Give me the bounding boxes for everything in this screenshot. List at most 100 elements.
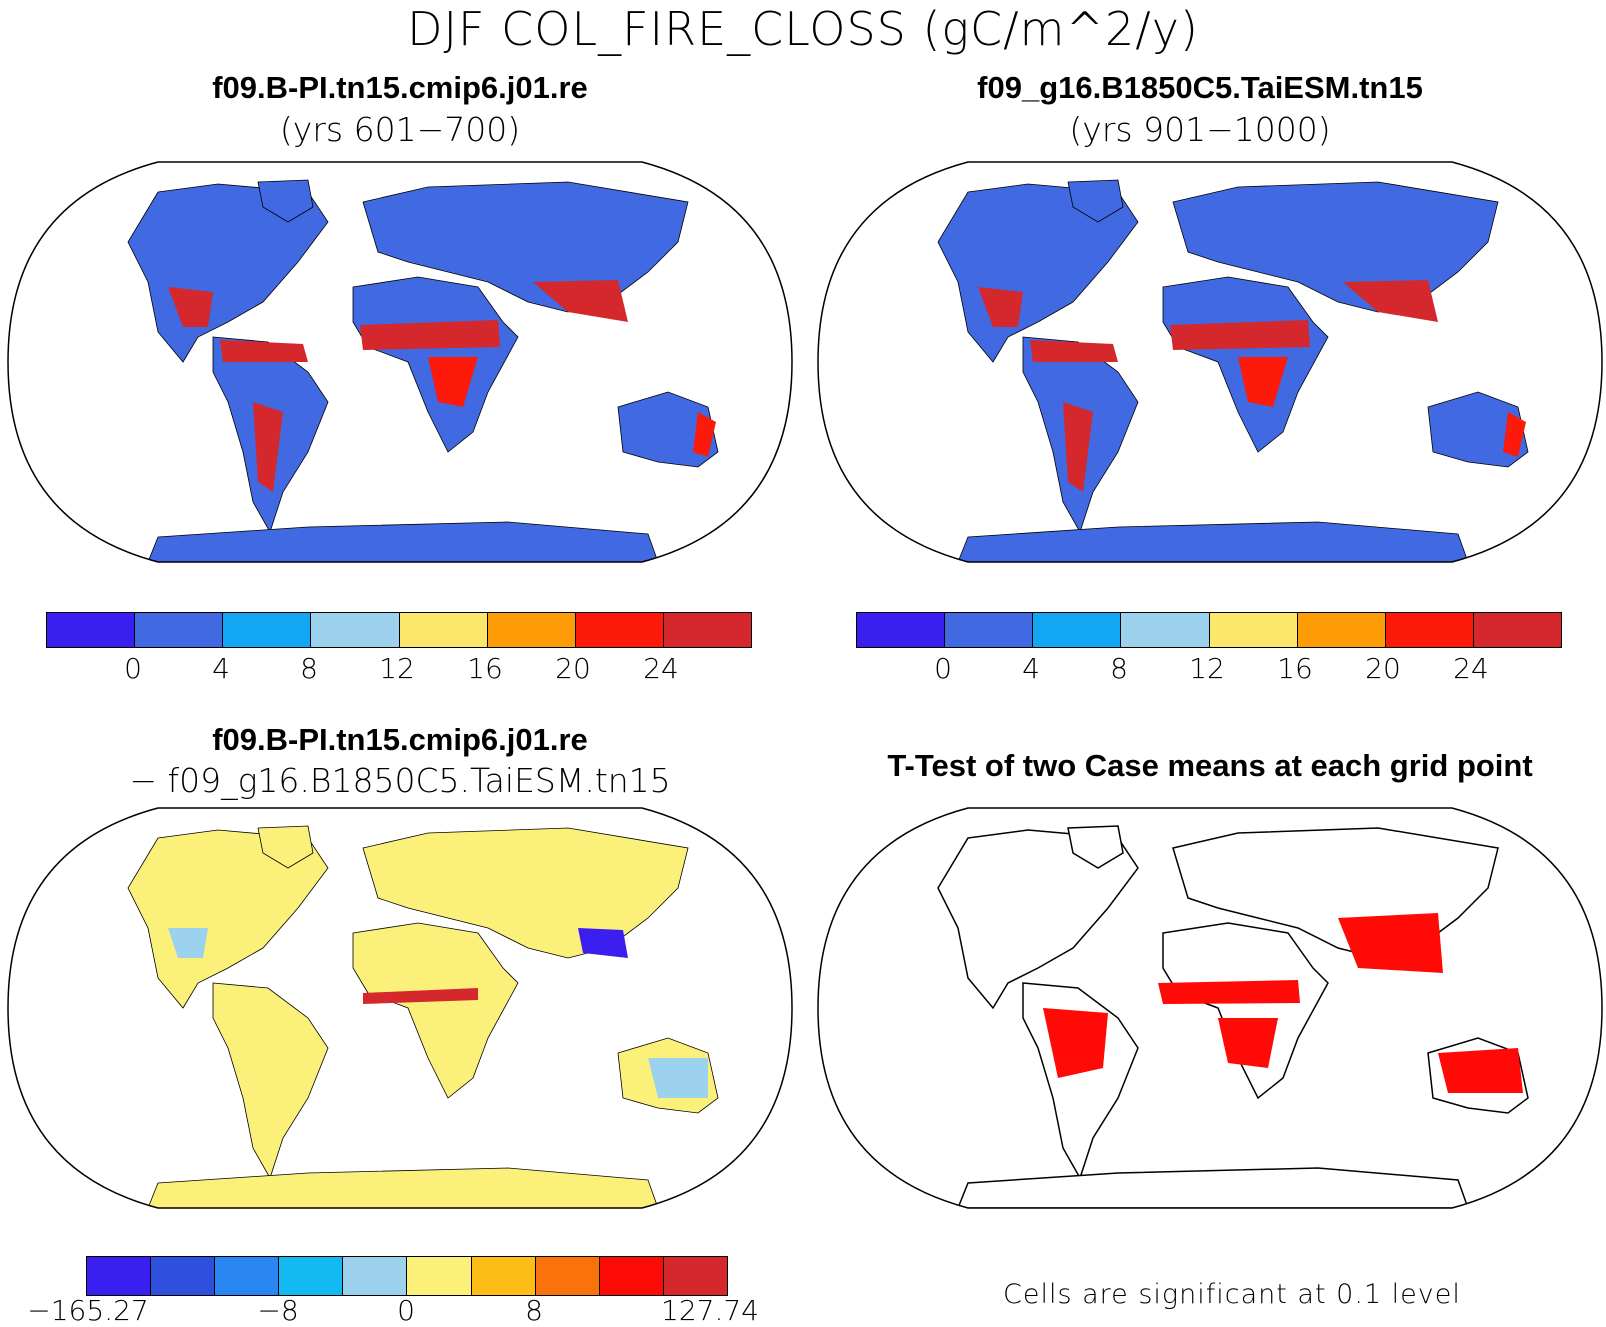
field-region <box>168 287 213 327</box>
colorbar-swatch <box>87 1257 152 1295</box>
significance-note: Cells are significant at 0.1 level <box>1003 1279 1461 1310</box>
colorbar-swatch <box>407 1257 472 1295</box>
cb1-label: 16 <box>467 652 503 685</box>
cb2-label: 12 <box>1189 652 1225 685</box>
field-region <box>428 357 478 407</box>
cb1-label: 0 <box>124 652 142 685</box>
colorbar-swatch <box>1209 613 1298 647</box>
field-region <box>1043 1008 1108 1078</box>
cb2-label: 24 <box>1453 652 1489 685</box>
cb2-label: 0 <box>934 652 952 685</box>
panel-title-bottom-left: f09.B-PI.tn15.cmip6.j01.re <box>212 722 588 757</box>
field-region <box>1343 280 1438 322</box>
cb3-label: 8 <box>525 1294 543 1327</box>
panel-title-bottom-right: T-Test of two Case means at each grid po… <box>887 748 1533 783</box>
field-region <box>220 340 308 362</box>
field-region <box>693 412 716 457</box>
landmass-ant <box>956 1167 1470 1208</box>
field-region <box>1063 402 1093 492</box>
colorbar-bottom-left <box>86 1256 728 1296</box>
colorbar-swatch <box>1385 613 1474 647</box>
field-region <box>1338 913 1443 973</box>
main-title: DJF COL_FIRE_CLOSS (gC/m^2/y) <box>407 2 1199 56</box>
field-region <box>253 402 283 492</box>
landmass-aus <box>1427 391 1529 468</box>
landmass-greenland <box>1067 179 1124 223</box>
colorbar-swatch <box>215 1257 280 1295</box>
colorbar-swatch <box>399 613 488 647</box>
cb3-label: 0 <box>397 1294 415 1327</box>
landmass-ant <box>147 521 659 562</box>
colorbar-top-right <box>856 612 1562 648</box>
cb1-label: 8 <box>300 652 318 685</box>
landmass-greenland <box>1067 825 1124 869</box>
field-region <box>1238 357 1288 407</box>
cb1-label: 12 <box>379 652 415 685</box>
panel-subtitle-top-right: (yrs 901−1000) <box>1069 110 1331 149</box>
landmass-greenland <box>257 179 314 223</box>
colorbar-swatch <box>135 613 224 647</box>
landmass-sa <box>212 982 329 1179</box>
colorbar-swatch <box>1473 613 1561 647</box>
cb2-label: 4 <box>1022 652 1040 685</box>
panel-title-top-right: f09_g16.B1850C5.TaiESM.tn15 <box>977 70 1423 105</box>
colorbar-swatch <box>343 1257 408 1295</box>
field-region <box>1218 1018 1278 1068</box>
cb2-label: 16 <box>1277 652 1313 685</box>
field-region <box>978 287 1023 327</box>
colorbar-swatch <box>945 613 1034 647</box>
cb3-label: −8 <box>257 1294 299 1327</box>
landmass-ant <box>957 521 1469 562</box>
landmass-aus <box>617 391 719 468</box>
colorbar-swatch <box>535 1257 600 1295</box>
colorbar-swatch <box>663 613 751 647</box>
cb1-label: 20 <box>555 652 591 685</box>
colorbar-swatch <box>487 613 576 647</box>
panel-title-top-left: f09.B-PI.tn15.cmip6.j01.re <box>212 70 588 105</box>
cb3-label: 127.74 <box>661 1294 759 1327</box>
colorbar-swatch <box>151 1257 216 1295</box>
map-frame <box>817 807 1603 1209</box>
colorbar-swatch <box>1121 613 1210 647</box>
field-region <box>1438 1048 1523 1093</box>
colorbar-swatch <box>599 1257 664 1295</box>
landmass-greenland <box>257 825 314 869</box>
colorbar-swatch <box>223 613 312 647</box>
panel-subtitle-bottom-left: − f09_g16.B1850C5.TaiESM.tn15 <box>129 761 671 800</box>
panel-subtitle-top-left: (yrs 601−700) <box>279 110 521 149</box>
cb2-label: 8 <box>1110 652 1128 685</box>
colorbar-swatch <box>857 613 946 647</box>
colorbar-swatch <box>279 1257 344 1295</box>
field-region <box>648 1058 708 1098</box>
colorbar-swatch <box>575 613 664 647</box>
field-region <box>1503 412 1526 457</box>
field-region <box>360 320 500 350</box>
colorbar-swatch <box>311 613 400 647</box>
field-region <box>533 280 628 322</box>
colorbar-swatch <box>47 613 136 647</box>
map-frame <box>7 161 793 563</box>
field-region <box>578 928 628 958</box>
map-frame <box>7 807 793 1209</box>
field-region <box>168 928 208 958</box>
cb3-label: −165.27 <box>27 1294 149 1327</box>
colorbar-swatch <box>471 1257 536 1295</box>
cb1-label: 24 <box>643 652 679 685</box>
field-region <box>1170 320 1310 350</box>
colorbar-swatch <box>1033 613 1122 647</box>
colorbar-top-left <box>46 612 752 648</box>
colorbar-swatch <box>663 1257 727 1295</box>
field-region <box>363 988 478 1004</box>
cb2-label: 20 <box>1365 652 1401 685</box>
field-region <box>1030 340 1118 362</box>
landmass-ant <box>147 1167 659 1208</box>
map-frame <box>817 161 1603 563</box>
field-region <box>1158 980 1300 1004</box>
colorbar-swatch <box>1297 613 1386 647</box>
landmass-afr <box>1162 922 1329 1100</box>
cb1-label: 4 <box>212 652 230 685</box>
